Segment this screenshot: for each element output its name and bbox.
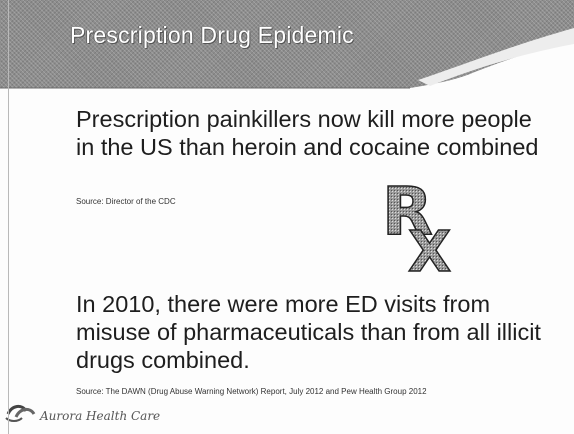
- footer-brand: Aurora Health Care: [40, 409, 161, 423]
- header-swoosh-icon: [0, 28, 574, 100]
- bullet-point-1: Prescription painkillers now kill more p…: [76, 106, 539, 160]
- source-note-1: Source: Director of the CDC: [76, 197, 176, 206]
- source-note-2: Source: The DAWN (Drug Abuse Warning Net…: [76, 387, 427, 396]
- rx-glyph-r: R: [382, 176, 433, 250]
- aurora-logo-icon: [5, 405, 36, 422]
- rx-glyph-x: X: [408, 220, 451, 274]
- header-band: [0, 0, 574, 88]
- rx-symbol-icon: R X: [381, 176, 452, 274]
- bullet-point-2: In 2010, there were more ED visits from …: [76, 291, 541, 373]
- slide-title: Prescription Drug Epidemic: [70, 22, 354, 48]
